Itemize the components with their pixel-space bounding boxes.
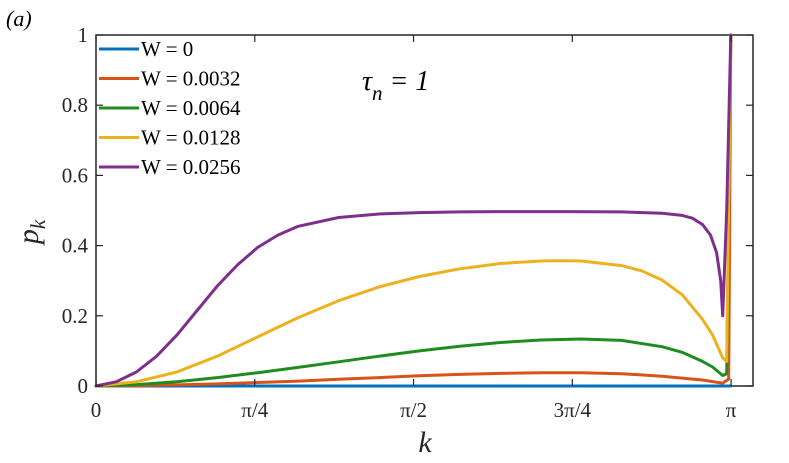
y-tick-label-2: 0.4 [62,234,89,258]
x-tick-label-1: π/4 [241,398,268,422]
legend: W = 0 W = 0.0032 W = 0.0064 W = 0.0128 W = 0… [99,37,241,179]
x-tick-label-3: 3π/4 [554,398,592,422]
y-tick-label-1: 0.2 [62,304,88,328]
legend-label-0: W = 0 [141,37,193,61]
x-axis-label: k [418,426,432,459]
tau-subscript: n [372,81,383,105]
y-axis-label-sub: k [26,219,50,229]
legend-label-1: W = 0.0032 [141,67,241,91]
tau-annotation: τn = 1 [362,66,429,105]
y-axis-ticks: 0 0.2 0.4 0.6 0.8 1 [62,23,753,398]
series-line-3 [94,33,733,388]
x-axis-ticks: 0 π/4 π/2 3π/4 π [91,35,737,422]
tau-value: = 1 [383,66,430,97]
legend-label-2: W = 0.0064 [141,96,241,120]
x-tick-label-4: π [726,398,737,422]
y-tick-label-3: 0.6 [62,163,88,187]
y-tick-label-4: 0.8 [62,93,88,117]
tau-symbol: τ [362,66,373,97]
y-tick-label-0: 0 [78,374,89,398]
series-line-2 [94,33,733,388]
y-tick-label-5: 1 [78,23,89,47]
x-tick-label-0: 0 [91,398,102,422]
series-lines [94,33,733,388]
panel-label: (a) [6,6,32,31]
series-line-4 [94,33,733,388]
y-axis-label: pk [12,219,50,246]
plot-area: 0 π/4 π/2 3π/4 π 0 0.2 0.4 0.6 0.8 1 [62,23,754,422]
legend-label-3: W = 0.0128 [141,126,241,150]
axes-box [95,34,754,387]
x-tick-label-2: π/2 [400,398,427,422]
legend-label-4: W = 0.0256 [141,155,241,179]
y-axis-label-main: p [12,229,45,246]
series-line-1 [94,33,733,388]
